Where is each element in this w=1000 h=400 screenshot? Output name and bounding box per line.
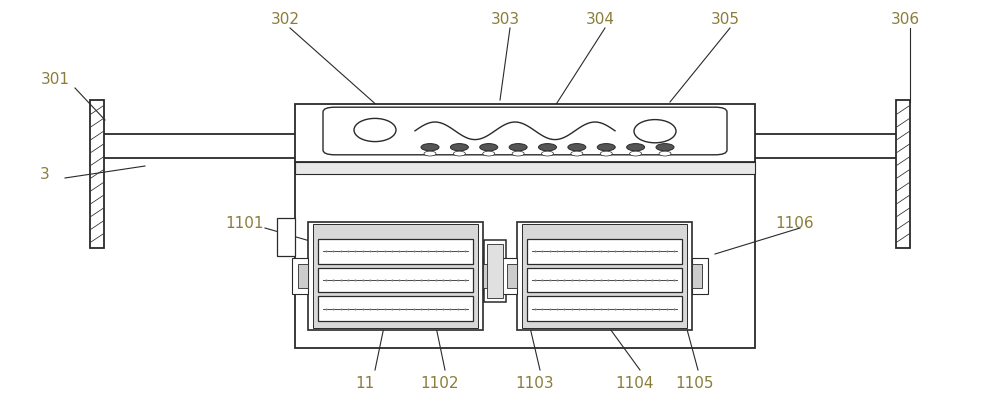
Circle shape	[568, 144, 586, 151]
Bar	[484, 240, 506, 302]
Bar	[318, 239, 473, 264]
Bar	[295, 162, 755, 348]
Bar	[527, 296, 682, 321]
Circle shape	[659, 151, 671, 156]
Text: 306: 306	[890, 12, 920, 28]
Bar	[90, 100, 104, 248]
Text: 11: 11	[355, 376, 375, 392]
Text: 301: 301	[40, 72, 70, 88]
Circle shape	[538, 144, 556, 151]
Text: 1101: 1101	[226, 216, 264, 232]
Bar	[517, 222, 692, 330]
FancyBboxPatch shape	[323, 107, 727, 155]
Text: 1106: 1106	[776, 216, 814, 232]
Circle shape	[627, 144, 645, 151]
Bar	[692, 258, 708, 294]
Bar	[527, 239, 682, 264]
Circle shape	[424, 151, 436, 156]
Text: 3: 3	[40, 166, 50, 182]
Text: 305: 305	[710, 12, 740, 28]
Bar	[313, 224, 478, 328]
Text: 1105: 1105	[676, 376, 714, 392]
Circle shape	[600, 151, 612, 156]
Bar	[292, 258, 308, 294]
Text: 1102: 1102	[421, 376, 459, 392]
Bar	[318, 296, 473, 321]
Circle shape	[421, 144, 439, 151]
Bar	[692, 264, 702, 288]
Circle shape	[450, 144, 468, 151]
Bar	[483, 258, 499, 294]
Bar	[298, 264, 308, 288]
Bar	[507, 264, 517, 288]
Bar	[318, 268, 473, 292]
Bar	[308, 222, 483, 330]
Text: 1104: 1104	[616, 376, 654, 392]
Text: 1103: 1103	[516, 376, 554, 392]
Circle shape	[656, 144, 674, 151]
Text: 303: 303	[490, 12, 520, 28]
Bar	[487, 244, 503, 298]
Circle shape	[630, 151, 642, 156]
Circle shape	[509, 144, 527, 151]
Bar	[896, 100, 910, 248]
Bar	[527, 268, 682, 292]
Circle shape	[512, 151, 524, 156]
Circle shape	[571, 151, 583, 156]
Text: 302: 302	[270, 12, 300, 28]
Bar	[277, 218, 295, 256]
Circle shape	[597, 144, 615, 151]
Bar	[522, 224, 687, 328]
Circle shape	[542, 151, 554, 156]
Bar	[501, 258, 517, 294]
Circle shape	[453, 151, 465, 156]
Circle shape	[480, 144, 498, 151]
Ellipse shape	[634, 120, 676, 143]
Text: 304: 304	[586, 12, 614, 28]
Bar	[295, 162, 755, 174]
Bar	[483, 264, 493, 288]
Bar	[295, 104, 755, 162]
Ellipse shape	[354, 118, 396, 142]
Circle shape	[483, 151, 495, 156]
